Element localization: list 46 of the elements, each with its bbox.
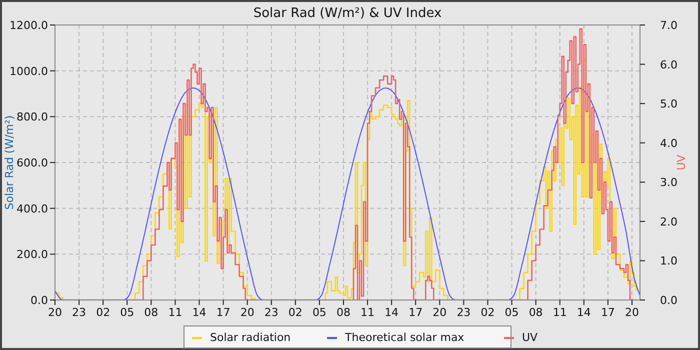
y-tick-label: 400.0: [16, 202, 48, 216]
x-tick-label: 23: [456, 306, 471, 319]
y2-tick-label: 6.0: [660, 58, 678, 72]
x-tick-label: 08: [336, 306, 350, 319]
y2-tick-label: 5.0: [660, 98, 678, 111]
y-tick-label: 0.0: [30, 294, 48, 307]
y2-tick-label: 0.0: [660, 294, 678, 307]
x-tick-label: 20: [624, 306, 639, 319]
x-tick-label: 11: [552, 306, 567, 319]
y2-tick-label: 3.0: [660, 176, 678, 190]
y2-tick-label: 2.0: [660, 215, 678, 228]
x-tick-label: 17: [216, 306, 230, 319]
x-tick-label: 17: [408, 306, 423, 319]
x-tick-label: 08: [144, 306, 158, 319]
chart-title: Solar Rad (W/m²) & UV Index: [253, 6, 442, 21]
legend-label: Theoretical solar max: [344, 331, 465, 344]
x-tick-label: 02: [480, 306, 495, 319]
x-tick-label: 05: [504, 306, 519, 319]
x-tick-label: 20: [432, 306, 447, 319]
y-tick-label: 1000.0: [10, 64, 48, 78]
y2-tick-label: 4.0: [660, 136, 678, 150]
x-tick-label: 05: [312, 306, 326, 319]
y-tick-label: 200.0: [16, 248, 48, 262]
x-tick-label: 14: [192, 306, 206, 319]
y2-tick-label: 7.0: [660, 19, 678, 32]
y-tick-label: 1200.0: [10, 19, 48, 32]
y-tick-label: 600.0: [16, 156, 48, 170]
x-tick-label: 23: [264, 306, 278, 319]
y2-tick-label: 1.0: [660, 254, 678, 268]
x-tick-label: 02: [288, 306, 302, 319]
x-tick-label: 17: [600, 306, 615, 319]
x-tick-label: 14: [576, 306, 591, 319]
y2-axis-title: UV: [675, 154, 688, 170]
x-tick-label: 11: [360, 306, 375, 319]
x-tick-label: 08: [528, 306, 543, 319]
legend-label: Solar radiation: [210, 331, 291, 344]
x-tick-label: 14: [384, 306, 399, 319]
legend-label: UV: [522, 331, 538, 344]
x-tick-label: 20: [48, 306, 62, 319]
x-tick-label: 23: [72, 306, 86, 319]
y-tick-label: 800.0: [16, 110, 48, 124]
x-tick-label: 05: [120, 306, 134, 319]
y-axis-title: Solar Rad (W/m²): [3, 115, 16, 210]
x-tick-label: 11: [168, 306, 182, 319]
x-tick-label: 02: [96, 306, 110, 319]
x-tick-label: 20: [240, 306, 254, 319]
